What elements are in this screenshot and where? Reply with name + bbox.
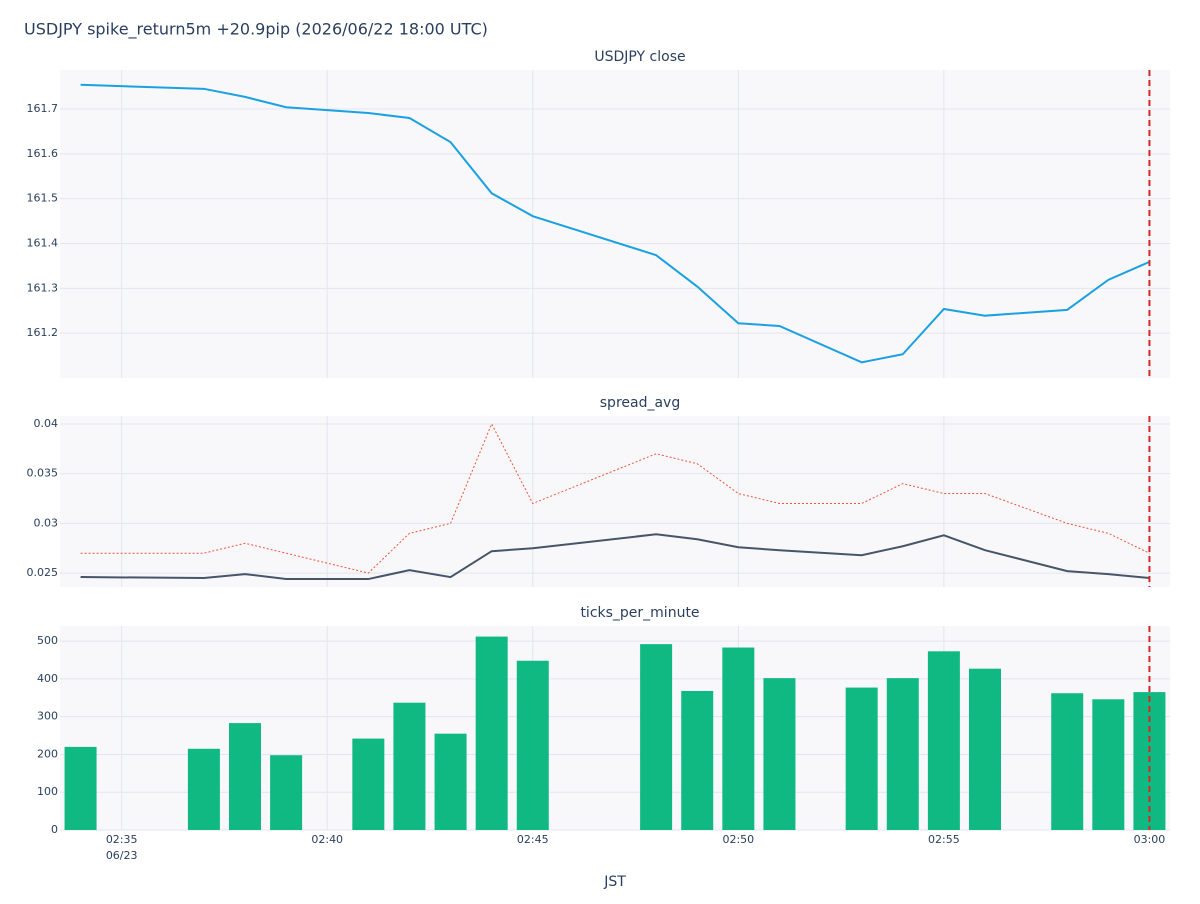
- line: [80, 533, 1150, 581]
- bar: [722, 647, 755, 830]
- x-tick-label: 02:50: [722, 833, 754, 846]
- x-tick-label: 02:35: [106, 833, 138, 846]
- plot-background: [60, 626, 1170, 830]
- chart-title: USDJPY spike_return5m +20.9pip (2026/06/…: [24, 20, 488, 40]
- line: [80, 83, 1150, 364]
- subplot-title: USDJPY close: [594, 49, 685, 65]
- y-tick-label: 100: [37, 785, 58, 798]
- x-tick-label: 02:45: [517, 833, 549, 846]
- bar: [927, 651, 960, 830]
- bar: [969, 668, 1001, 830]
- line: [80, 422, 1150, 574]
- y-tick-label: 0: [51, 823, 58, 836]
- y-tick-label: 200: [37, 747, 58, 760]
- y-tick-label: 161.4: [27, 237, 59, 250]
- bar: [475, 636, 508, 830]
- x-axis-label: JST: [603, 874, 626, 890]
- subplot-title: ticks_per_minute: [580, 605, 699, 621]
- y-tick-label: 300: [37, 710, 58, 723]
- y-tick-label: 161.3: [27, 281, 59, 294]
- plot-background: [60, 70, 1170, 378]
- y-tick-label: 0.04: [34, 417, 59, 430]
- y-tick-label: 161.7: [27, 102, 59, 115]
- subplot-title: spread_avg: [600, 395, 680, 411]
- bar: [1051, 693, 1084, 830]
- y-tick-label: 0.035: [27, 467, 59, 480]
- bar: [352, 738, 385, 830]
- y-tick-label: 500: [37, 634, 58, 647]
- y-tick-label: 0.025: [27, 566, 59, 579]
- y-tick-label: 400: [37, 672, 58, 685]
- bar: [64, 746, 97, 830]
- bar: [516, 660, 549, 830]
- x-tick-label: 03:00: [1134, 833, 1166, 846]
- bar: [229, 723, 261, 830]
- bar: [845, 687, 878, 830]
- x-date-label: 06/23: [106, 849, 138, 862]
- x-tick-label: 02:40: [311, 833, 343, 846]
- bar: [270, 755, 303, 830]
- bar: [681, 690, 714, 830]
- y-tick-label: 161.2: [27, 326, 59, 339]
- bar: [763, 678, 796, 830]
- bar: [640, 644, 673, 830]
- y-tick-label: 161.6: [27, 147, 59, 160]
- bar: [393, 702, 426, 830]
- y-tick-label: 0.03: [34, 516, 59, 529]
- bar: [886, 678, 919, 830]
- x-tick-label: 02:55: [928, 833, 960, 846]
- plot-background: [60, 416, 1170, 587]
- bar: [434, 733, 467, 830]
- y-tick-label: 161.5: [27, 192, 59, 205]
- bar: [187, 748, 220, 830]
- bar: [1092, 699, 1125, 830]
